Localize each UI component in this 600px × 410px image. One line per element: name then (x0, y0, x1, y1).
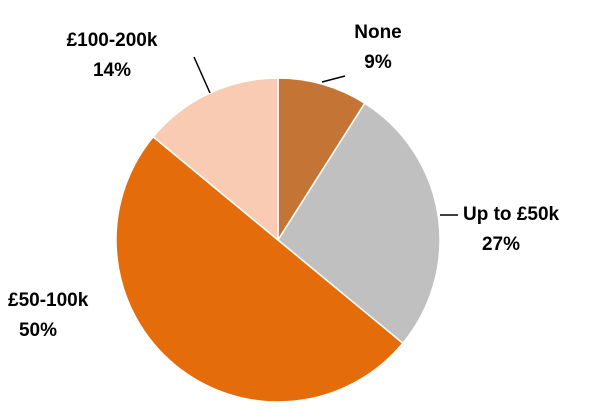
value-label: 27% (482, 234, 520, 255)
pie-slice (115, 135, 404, 403)
leader-line (321, 75, 346, 83)
category-label: Up to £50k (463, 204, 560, 225)
value-label: 50% (19, 320, 57, 341)
value-label: 14% (93, 60, 131, 81)
pie-slice (277, 102, 441, 345)
category-label: None (354, 22, 402, 43)
category-label: £50-100k (8, 290, 89, 311)
pie-slice (152, 77, 279, 242)
category-label: £100-200k (67, 30, 158, 51)
value-label: 9% (364, 52, 392, 73)
leader-line (193, 56, 211, 94)
pie-slice (277, 77, 366, 243)
